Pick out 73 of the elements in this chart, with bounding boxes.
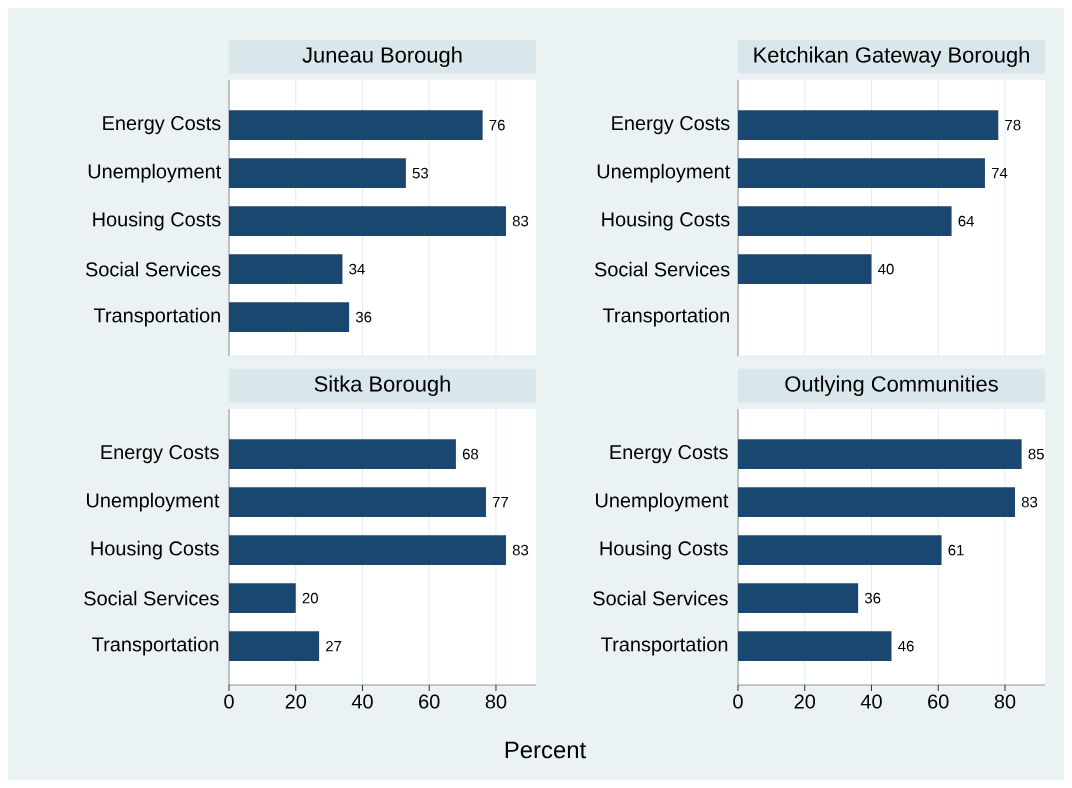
y-tick-label: Energy Costs (103, 116, 221, 135)
y-tick-label: Housing Costs (91, 540, 219, 560)
bar (738, 535, 942, 565)
data-label: 78 (1005, 119, 1021, 131)
y-tick-label: Energy Costs (610, 445, 728, 464)
y-tick-label: Transportation (93, 307, 220, 327)
bar (229, 110, 483, 140)
y-tick-label: Housing Costs (600, 540, 728, 560)
bar (738, 254, 872, 284)
chart-title: Sitka Borough (314, 375, 450, 397)
bar (229, 302, 350, 332)
x-tick-label: 20 (794, 694, 816, 709)
data-label: 27 (326, 640, 342, 652)
x-tick-label: 80 (485, 694, 507, 709)
y-tick-label: Housing Costs (602, 211, 730, 231)
bar (229, 631, 320, 661)
data-label: 36 (355, 311, 372, 323)
bar (229, 535, 506, 565)
data-label: 64 (958, 215, 974, 227)
data-label: 61 (948, 544, 964, 556)
bar (229, 254, 343, 284)
y-tick-label: Social Services (594, 261, 730, 277)
bar (229, 583, 296, 613)
bar (738, 206, 952, 236)
data-label: 74 (991, 167, 1008, 179)
x-axis-title: Percent (505, 741, 587, 759)
y-tick-label: Social Services (85, 261, 221, 277)
x-tick-label: 60 (928, 694, 949, 709)
bar (229, 206, 506, 236)
y-tick-label: Energy Costs (612, 116, 730, 135)
bar (229, 158, 406, 188)
bar (738, 439, 1022, 469)
y-tick-label: Unemployment (596, 492, 729, 512)
data-label: 34 (349, 263, 365, 275)
x-tick-label: 20 (285, 694, 307, 709)
y-tick-label: Social Services (84, 590, 219, 606)
data-label: 36 (864, 592, 881, 604)
bar (229, 487, 486, 517)
data-label: 83 (512, 544, 529, 556)
chart-title: Juneau Borough (302, 46, 462, 68)
y-tick-label: Unemployment (87, 492, 220, 512)
bar (738, 583, 859, 613)
x-tick-label: 40 (351, 694, 373, 709)
bar (229, 439, 456, 469)
y-tick-label: Housing Costs (93, 211, 221, 231)
y-tick-label: Unemployment (88, 163, 222, 183)
chart-title: Ketchikan Gateway Borough (754, 46, 1029, 68)
data-label: 83 (1021, 496, 1038, 508)
data-label: 85 (1028, 448, 1044, 460)
y-tick-label: Transportation (602, 307, 729, 327)
x-tick-label: 0 (224, 694, 234, 709)
y-tick-label: Transportation (92, 636, 219, 656)
x-tick-label: 60 (419, 694, 440, 709)
bar (738, 631, 892, 661)
bar (738, 487, 1015, 517)
y-tick-label: Unemployment (597, 163, 731, 183)
data-label: 53 (412, 167, 429, 179)
data-label: 83 (512, 215, 529, 227)
x-tick-label: 40 (860, 694, 882, 709)
data-label: 40 (878, 263, 894, 275)
chart-title: Outlying Communities (785, 375, 998, 397)
y-tick-label: Social Services (593, 590, 728, 606)
data-label: 68 (462, 448, 479, 460)
data-label: 76 (489, 119, 505, 131)
y-tick-label: Energy Costs (101, 445, 219, 464)
x-tick-label: 80 (994, 694, 1016, 709)
y-tick-label: Transportation (601, 636, 728, 656)
data-label: 46 (898, 640, 914, 652)
data-label: 77 (492, 496, 509, 508)
x-tick-label: 0 (733, 694, 743, 709)
bar (738, 158, 985, 188)
bar (738, 110, 999, 140)
data-label: 20 (302, 592, 318, 604)
